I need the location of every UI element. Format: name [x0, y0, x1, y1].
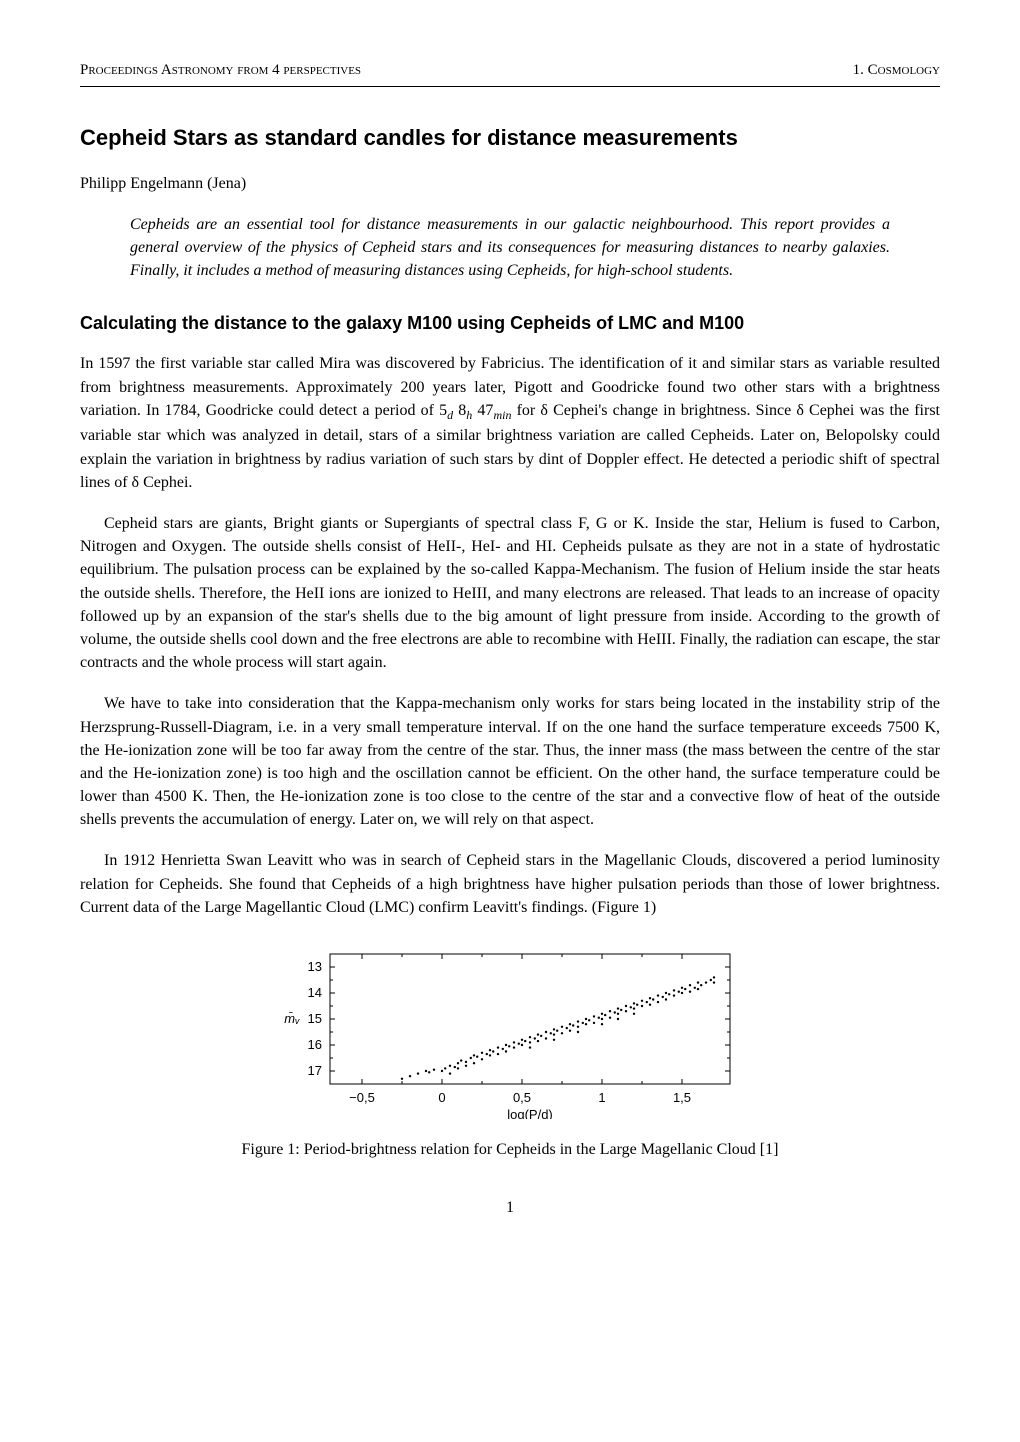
page-number: 1 — [80, 1196, 940, 1219]
svg-text:13: 13 — [308, 959, 322, 974]
paragraph-1: In 1597 the first variable star called M… — [80, 352, 940, 494]
paragraph-4: In 1912 Henrietta Swan Leavitt who was i… — [80, 849, 940, 919]
author-name: Philipp Engelmann (Jena) — [80, 172, 940, 195]
svg-text:17: 17 — [308, 1063, 322, 1078]
figure-1: 13 14 15 16 17 −0,5 0 0,5 1 1,5 m̄ᵥ log(P/d) Figure… — [80, 944, 940, 1161]
header-left: Proceedings Astronomy from 4 perspective… — [80, 60, 361, 82]
running-header: Proceedings Astronomy from 4 perspective… — [80, 60, 940, 87]
svg-text:16: 16 — [308, 1037, 322, 1052]
svg-text:1,5: 1,5 — [673, 1090, 691, 1105]
scatter-chart: 13 14 15 16 17 −0,5 0 0,5 1 1,5 m̄ᵥ log(P/d) — [270, 944, 750, 1119]
svg-text:0,5: 0,5 — [513, 1090, 531, 1105]
abstract: Cepheids are an essential tool for dista… — [130, 213, 890, 283]
header-right: 1. Cosmology — [853, 60, 940, 82]
svg-text:15: 15 — [308, 1011, 322, 1026]
paragraph-3: We have to take into consideration that … — [80, 692, 940, 831]
svg-text:0: 0 — [438, 1090, 445, 1105]
svg-text:1: 1 — [598, 1090, 605, 1105]
svg-text:log(P/d): log(P/d) — [507, 1107, 553, 1119]
svg-text:m̄ᵥ: m̄ᵥ — [284, 1011, 300, 1026]
section-heading: Calculating the distance to the galaxy M… — [80, 310, 940, 336]
article-title: Cepheid Stars as standard candles for di… — [80, 122, 940, 154]
svg-text:14: 14 — [308, 985, 322, 1000]
svg-text:−0,5: −0,5 — [349, 1090, 375, 1105]
paragraph-2: Cepheid stars are giants, Bright giants … — [80, 512, 940, 674]
figure-caption: Figure 1: Period-brightness relation for… — [80, 1138, 940, 1161]
